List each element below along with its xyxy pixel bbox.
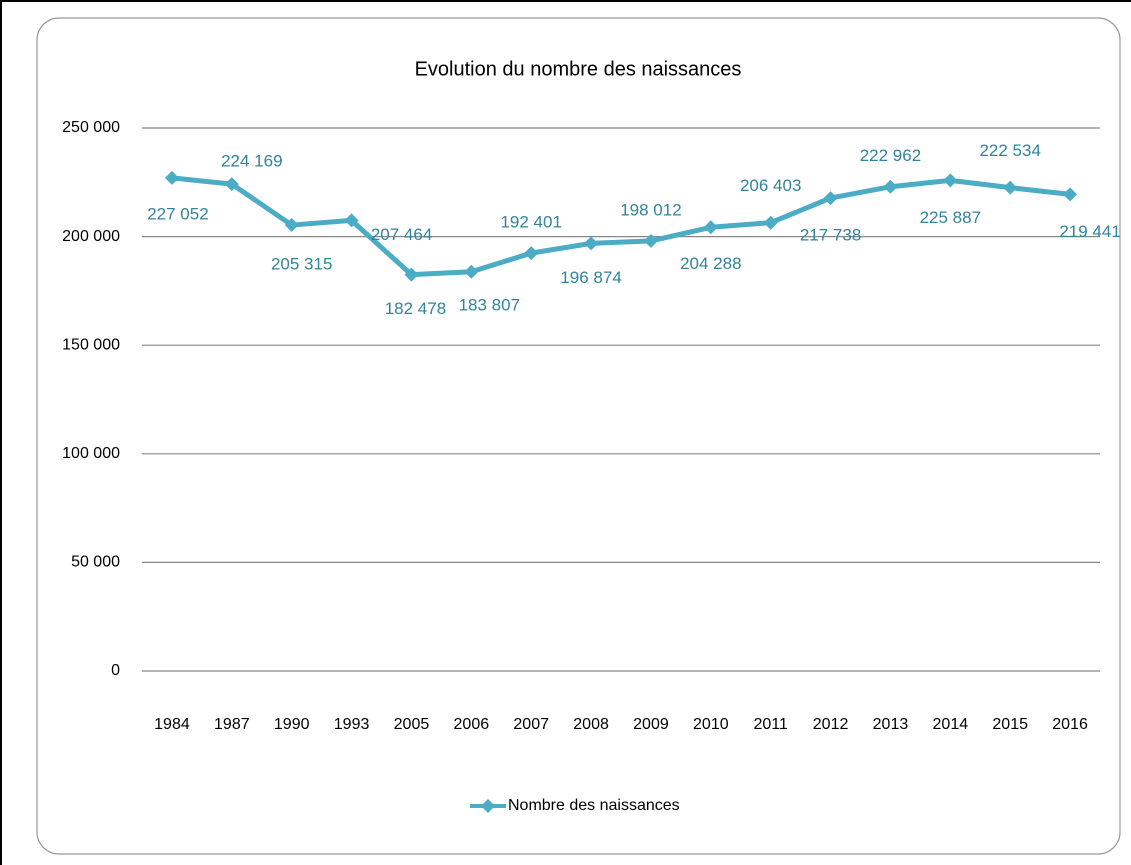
data-point [883, 179, 898, 194]
data-point [823, 191, 838, 206]
x-tick-label: 2010 [693, 716, 729, 733]
x-tick-label: 2009 [633, 716, 669, 733]
legend-marker [481, 799, 495, 813]
y-tick-label: 100 000 [62, 445, 120, 462]
data-point [524, 246, 539, 261]
x-tick-label: 2007 [513, 716, 549, 733]
data-label: 196 874 [560, 268, 621, 287]
x-tick-label: 1987 [214, 716, 250, 733]
x-tick-label: 1990 [274, 716, 310, 733]
x-tick-label: 2006 [454, 716, 490, 733]
chart-title: Evolution du nombre des naissances [415, 58, 742, 80]
x-tick-label: 1984 [154, 716, 190, 733]
data-label: 225 887 [920, 208, 981, 227]
data-point [344, 213, 359, 228]
x-tick-label: 2012 [813, 716, 849, 733]
x-tick-label: 2015 [992, 716, 1028, 733]
data-label: 207 464 [371, 225, 432, 244]
x-tick-label: 2011 [753, 716, 788, 733]
data-label: 192 401 [500, 213, 561, 232]
y-tick-label: 50 000 [71, 554, 120, 571]
y-tick-label: 250 000 [62, 119, 120, 136]
data-point [404, 267, 419, 282]
data-label: 206 403 [740, 176, 801, 195]
data-label: 227 052 [147, 204, 208, 223]
legend-label: Nombre des naissances [508, 797, 680, 814]
x-tick-label: 2008 [573, 716, 609, 733]
data-point [643, 233, 658, 248]
data-point [464, 264, 479, 279]
data-point [284, 218, 299, 233]
x-tick-label: 1993 [334, 716, 370, 733]
data-point [703, 220, 718, 235]
data-label: 182 478 [385, 299, 446, 318]
data-label: 183 807 [459, 295, 520, 314]
series-line [171, 175, 1071, 278]
data-label: 224 169 [221, 152, 282, 171]
data-point [224, 177, 239, 192]
x-tick-label: 2014 [933, 716, 969, 733]
x-tick-label: 2005 [394, 716, 430, 733]
x-tick-label: 2013 [873, 716, 909, 733]
data-label: 217 738 [800, 226, 861, 245]
data-point [584, 236, 599, 251]
data-label: 204 288 [680, 254, 741, 273]
data-point [763, 215, 778, 230]
chart-area [36, 17, 1121, 855]
y-tick-label: 0 [111, 662, 120, 679]
data-point [1063, 187, 1078, 202]
x-tick-label: 2016 [1052, 716, 1088, 733]
data-point [164, 170, 179, 185]
data-point [943, 173, 958, 188]
data-label: 219 441 [1059, 222, 1120, 241]
y-tick-label: 200 000 [62, 228, 120, 245]
data-point [1003, 180, 1018, 195]
data-label: 205 315 [271, 255, 332, 274]
data-label: 222 962 [860, 146, 921, 165]
y-tick-label: 150 000 [62, 336, 120, 353]
data-label: 198 012 [620, 200, 681, 219]
data-label: 222 534 [979, 141, 1040, 160]
